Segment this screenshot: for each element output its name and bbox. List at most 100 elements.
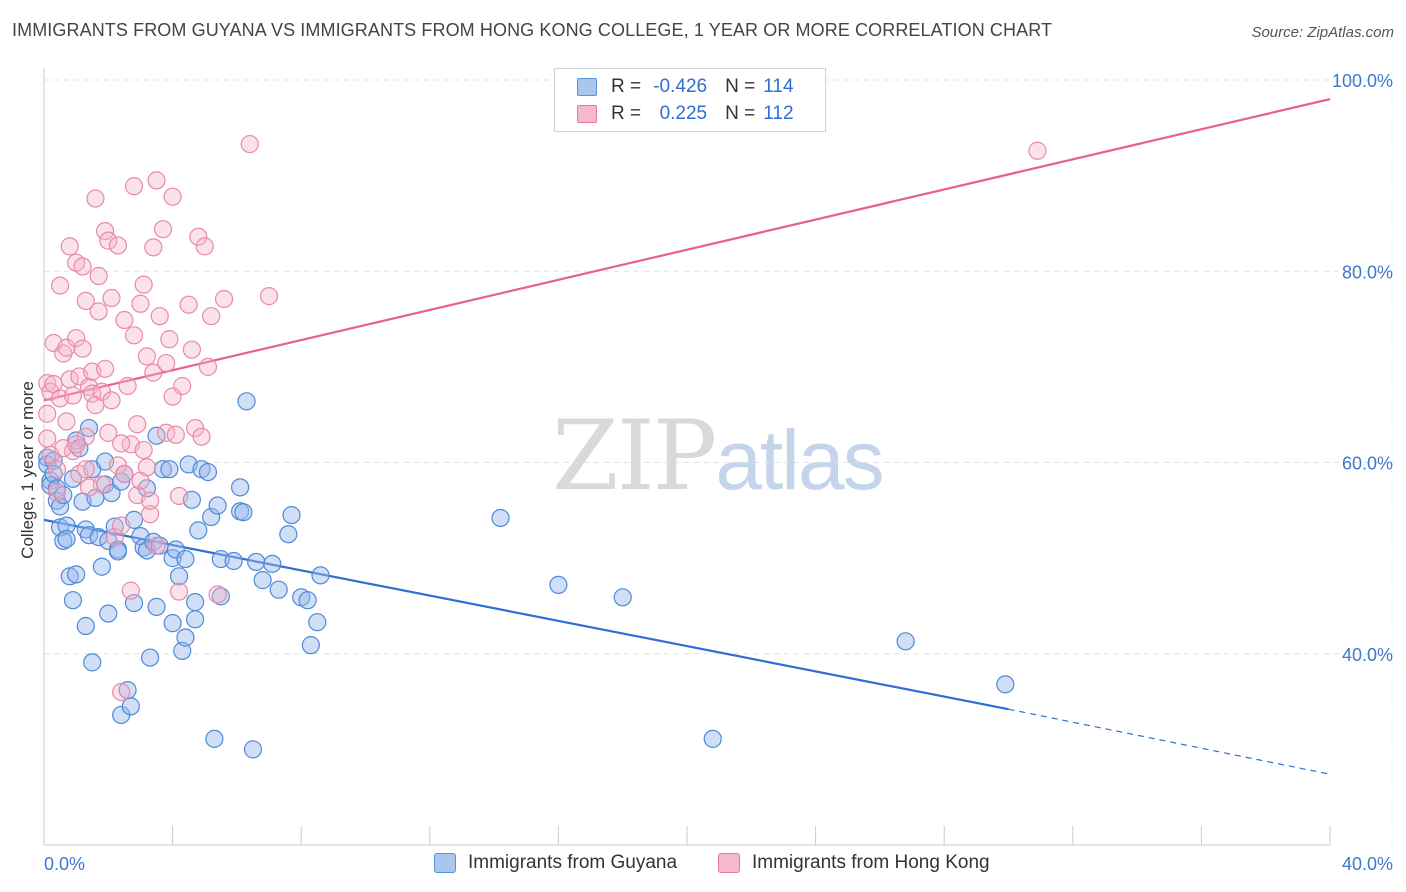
legend-row-hongkong: R = 0.225 N = 112 — [577, 102, 794, 126]
data-point — [73, 339, 92, 358]
data-point — [79, 478, 99, 497]
data-point — [189, 227, 208, 246]
y-tick-label: 100.0% — [1332, 71, 1393, 91]
data-point — [237, 392, 256, 411]
trend-lines — [43, 98, 1331, 775]
data-point — [160, 330, 179, 349]
data-point — [102, 288, 121, 308]
data-point — [176, 549, 195, 569]
data-point — [240, 134, 259, 154]
data-point — [57, 338, 76, 357]
data-point — [108, 542, 128, 561]
gridlines — [44, 70, 1395, 845]
data-point — [121, 697, 140, 716]
data-point — [99, 604, 118, 623]
data-point — [173, 641, 192, 660]
data-point — [89, 527, 108, 547]
data-point — [137, 347, 156, 366]
data-point — [76, 616, 95, 636]
legend-n-label: N = — [725, 103, 756, 124]
data-point — [105, 517, 124, 536]
data-point — [195, 237, 214, 256]
data-point — [202, 307, 221, 326]
data-point — [89, 302, 108, 321]
data-point — [115, 464, 134, 484]
data-point — [112, 682, 131, 702]
data-point — [311, 566, 330, 585]
data-point — [282, 505, 301, 525]
data-point — [67, 329, 86, 348]
data-point — [186, 593, 205, 612]
data-point — [613, 588, 632, 607]
data-point — [160, 460, 179, 479]
legend-item-hongkong: Immigrants from Hong Kong — [718, 852, 990, 874]
data-point — [996, 675, 1015, 694]
data-point — [99, 231, 118, 250]
data-point — [63, 591, 83, 610]
data-point — [208, 496, 227, 515]
data-point — [186, 610, 205, 629]
data-point — [182, 340, 201, 359]
data-point — [131, 294, 150, 313]
legend-n-value-guyana: 114 — [763, 76, 794, 97]
data-point — [173, 376, 192, 396]
data-point — [214, 289, 234, 309]
data-point — [549, 575, 568, 595]
data-point — [83, 653, 102, 672]
data-point — [157, 353, 176, 373]
data-point — [137, 458, 156, 477]
data-point — [150, 307, 169, 326]
data-point — [134, 275, 153, 294]
data-point — [166, 425, 185, 444]
data-point — [92, 557, 111, 576]
data-point — [47, 483, 66, 502]
legend-r-value-hongkong: 0.225 — [659, 103, 708, 124]
legend-r-label: R = — [611, 103, 642, 124]
data-point — [147, 536, 166, 555]
data-point — [76, 291, 95, 310]
data-point — [57, 529, 76, 549]
legend-swatch-hongkong — [577, 105, 597, 123]
legend-swatch-hongkong — [718, 853, 740, 873]
chart-title: IMMIGRANTS FROM GUYANA VS IMMIGRANTS FRO… — [12, 20, 1053, 40]
data-point — [124, 177, 144, 196]
data-point — [73, 257, 92, 276]
data-point — [128, 415, 147, 434]
source-credit: Source: ZipAtlas.com — [1251, 24, 1394, 41]
data-point — [50, 497, 70, 516]
data-point — [253, 571, 272, 590]
data-point — [1028, 141, 1047, 160]
legend-item-guyana: Immigrants from Guyana — [434, 852, 677, 874]
data-point — [67, 435, 86, 454]
data-point — [50, 276, 70, 295]
trend-line-1 — [43, 98, 1331, 402]
data-point — [47, 479, 66, 498]
data-point — [491, 508, 510, 528]
trend-line-0 — [43, 518, 1009, 711]
data-point — [202, 507, 221, 527]
data-point — [140, 648, 160, 667]
legend-r-label: R = — [611, 76, 642, 97]
data-point — [147, 171, 166, 190]
data-point — [259, 287, 279, 306]
data-point — [198, 462, 218, 482]
x-tick-label-min: 0.0% — [44, 854, 85, 874]
data-point — [224, 551, 243, 571]
data-point — [144, 238, 163, 257]
data-point — [298, 591, 317, 610]
data-point — [301, 636, 320, 655]
legend-swatch-guyana — [434, 853, 456, 873]
data-point — [169, 567, 189, 586]
legend-label-hongkong: Immigrants from Hong Kong — [752, 852, 990, 873]
data-point — [198, 357, 218, 376]
data-point — [86, 189, 105, 208]
data-point — [76, 460, 95, 479]
data-point — [112, 434, 131, 453]
data-point — [95, 221, 115, 241]
data-point — [105, 527, 124, 547]
data-point — [121, 581, 140, 600]
legend-r-value-guyana: -0.426 — [653, 76, 708, 97]
data-point — [192, 427, 211, 446]
series-legend: Immigrants from Guyana Immigrants from H… — [0, 852, 1406, 878]
